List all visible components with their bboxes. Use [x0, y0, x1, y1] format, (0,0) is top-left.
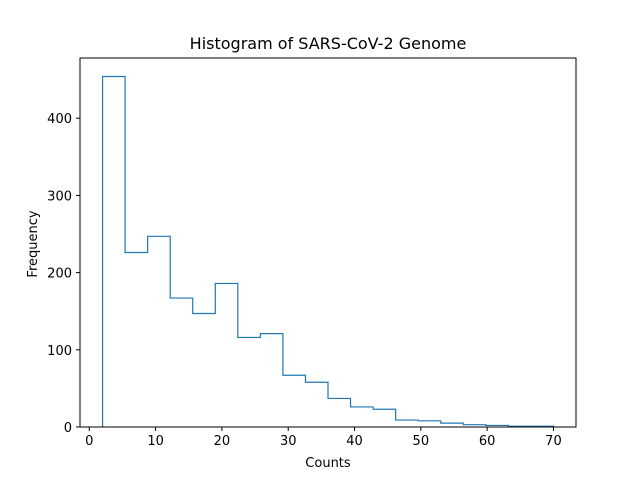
x-axis-label: Counts — [305, 456, 351, 471]
y-axis-label: Frequency — [26, 210, 41, 277]
x-tick-label: 60 — [479, 434, 496, 449]
x-tick-label: 0 — [85, 434, 93, 449]
x-tick-label: 40 — [346, 434, 363, 449]
y-tick-label: 0 — [64, 421, 72, 436]
x-tick-label: 50 — [413, 434, 430, 449]
chart-title: Histogram of SARS-CoV-2 Genome — [190, 34, 467, 53]
x-tick-label: 30 — [280, 434, 297, 449]
histogram-outline — [101, 75, 555, 427]
y-axis: 0 100 200 300 400 — [47, 112, 80, 436]
x-tick-label: 20 — [214, 434, 231, 449]
plot-area — [101, 75, 555, 427]
y-tick-label: 100 — [47, 344, 72, 359]
axes-frame — [79, 57, 577, 428]
x-tick-label: 10 — [147, 434, 164, 449]
y-tick-label: 300 — [47, 189, 72, 204]
x-axis: 0 10 20 30 40 50 60 70 — [85, 427, 562, 449]
x-tick-label: 70 — [545, 434, 562, 449]
y-tick-label: 400 — [47, 112, 72, 127]
y-tick-label: 200 — [47, 267, 72, 282]
